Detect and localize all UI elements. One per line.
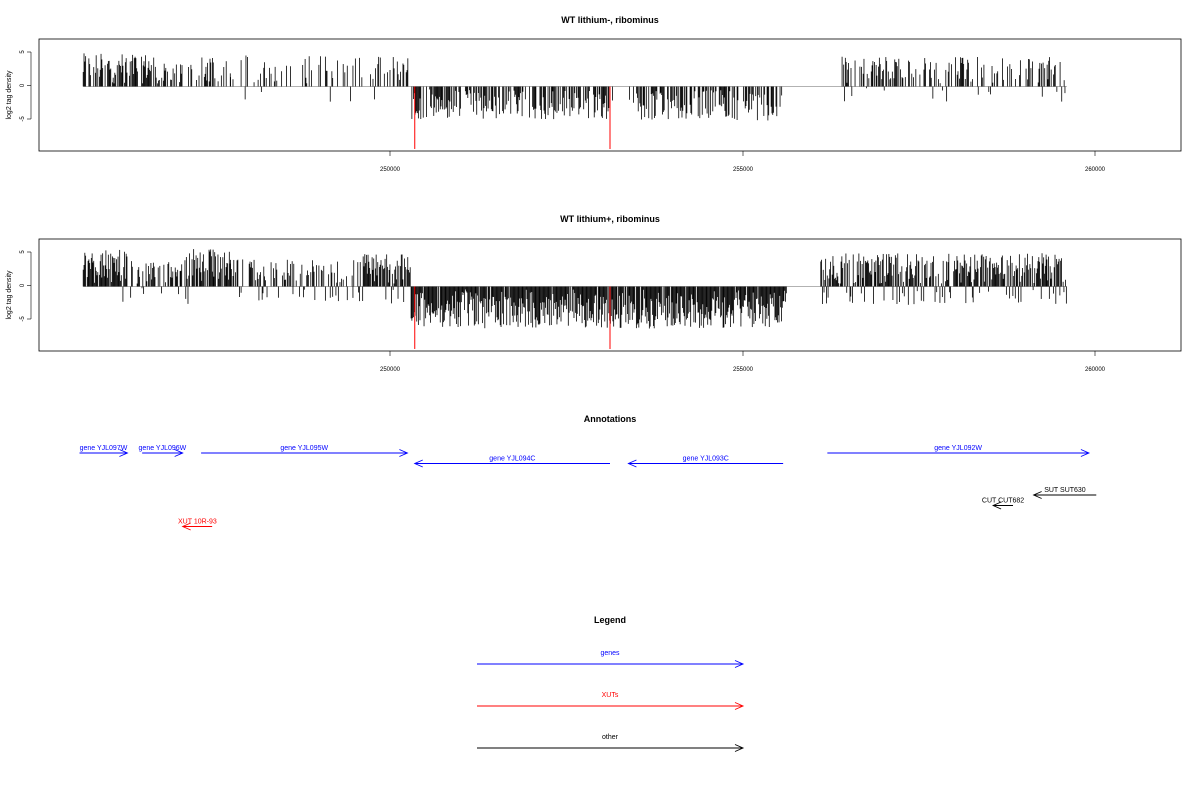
- feature-arrowhead: [1080, 449, 1091, 457]
- x-tick-label: 250000: [380, 367, 401, 373]
- annotations-title: Annotations: [584, 414, 637, 424]
- feature-label: gene YJL092W: [934, 445, 982, 452]
- legend-items: genes XUTs other: [477, 650, 745, 752]
- boundary-markers: [414, 86, 611, 149]
- x-axis: 250000 255000 260000: [380, 151, 1106, 173]
- y-axis: 5 0 -5 log2 tag density: [6, 50, 32, 122]
- y-tick-label: 0: [20, 83, 26, 87]
- feature-label: gene YJL097W: [80, 445, 128, 452]
- plot-frame: [38, 238, 1182, 352]
- y-tick-label: -5: [20, 316, 26, 322]
- legend-arrowhead: [734, 702, 745, 710]
- x-tick-label: 260000: [1085, 367, 1106, 373]
- x-tick-label: 255000: [733, 167, 754, 173]
- feature-label: gene YJL096W: [139, 445, 187, 452]
- x-axis: 250000 255000 260000: [380, 351, 1106, 373]
- boundary-markers: [414, 286, 611, 349]
- y-tick-label: 5: [20, 50, 26, 54]
- plot-frame: [38, 38, 1182, 152]
- annotation-features: gene YJL097W gene YJL096W gene YJL095W gene…: [79, 445, 1097, 531]
- legend-label: XUTs: [602, 692, 619, 699]
- legend-arrowhead: [734, 660, 745, 668]
- feature-arrowhead: [174, 449, 184, 457]
- y-tick-label: 0: [20, 283, 26, 287]
- y-axis-label: log2 tag density: [6, 270, 13, 320]
- density-bars: [82, 249, 1067, 329]
- annotations-panel: Annotations gene YJL097W gene YJL096W gene…: [79, 414, 1097, 531]
- track-panel-lithium-plus: WT lithium+, ribominus 5 0 -5 log2 tag d…: [6, 214, 1182, 373]
- feature-label: CUT CUT682: [982, 498, 1024, 505]
- feature-arrowhead: [399, 449, 409, 457]
- feature-label: gene YJL095W: [280, 445, 328, 452]
- track-panel-lithium-minus: WT lithium-, ribominus 5 0 -5 log2 tag d…: [6, 15, 1182, 173]
- feature-arrowhead: [1032, 491, 1042, 499]
- feature-label: XUT 10R-93: [178, 519, 217, 526]
- feature-label: SUT SUT630: [1044, 487, 1086, 494]
- feature-arrowhead: [413, 459, 423, 468]
- y-tick-label: 5: [20, 250, 26, 254]
- feature-label: gene YJL093C: [683, 456, 729, 463]
- x-tick-label: 260000: [1085, 167, 1106, 173]
- density-bars: [82, 53, 1067, 121]
- y-axis-label: log2 tag density: [6, 70, 13, 120]
- y-axis: 5 0 -5 log2 tag density: [6, 250, 32, 322]
- panel-title: WT lithium-, ribominus: [561, 15, 659, 25]
- feature-label: gene YJL094C: [489, 456, 535, 463]
- panel-title: WT lithium+, ribominus: [560, 214, 660, 224]
- legend-label: other: [602, 734, 619, 741]
- y-tick-label: -5: [20, 116, 26, 122]
- legend-arrowhead: [734, 744, 745, 752]
- feature-arrowhead: [119, 449, 129, 457]
- feature-arrowhead: [181, 522, 191, 531]
- x-tick-label: 255000: [733, 367, 754, 373]
- feature-arrowhead: [627, 459, 637, 468]
- legend-label: genes: [600, 650, 620, 657]
- legend-panel: Legend genes XUTs other: [477, 615, 745, 752]
- legend-title: Legend: [594, 615, 626, 625]
- x-tick-label: 250000: [380, 167, 401, 173]
- feature-arrowhead: [991, 501, 1002, 510]
